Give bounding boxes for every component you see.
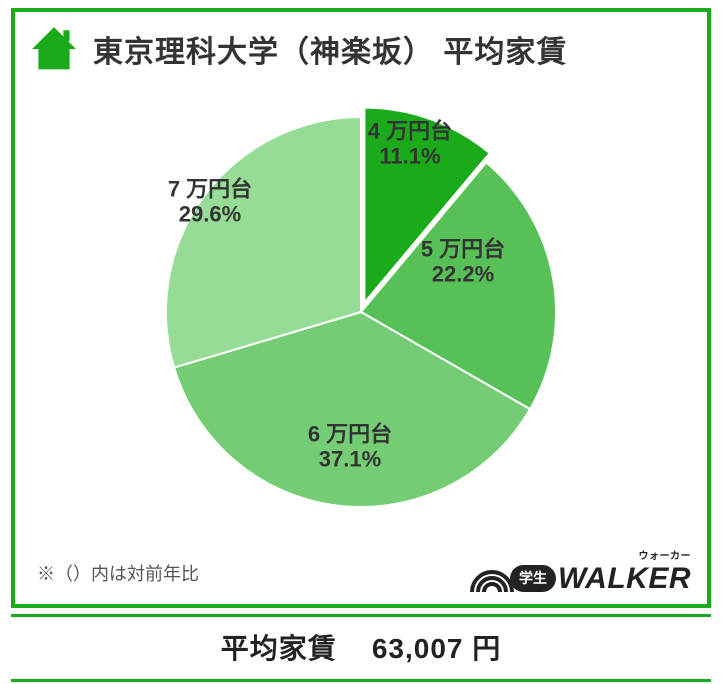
slice-label: 4 万円台11.1% [368,119,452,170]
brand-pill: 学生 [510,565,556,592]
summary-value: 63,007 円 [372,633,501,664]
brand-arc-icon [470,554,514,594]
summary-bar: 平均家賃 63,007 円 [11,614,711,682]
pie-chart: 4 万円台11.1% 5 万円台22.2% 6 万円台37.1% 7 万円台29.6% [15,82,707,522]
brand-ruby: ウォーカー [639,552,692,562]
card-header: 東京理科大学（神楽坂） 平均家賃 [15,12,707,82]
slice-label: 5 万円台22.2% [421,237,505,288]
slice-label: 7 万円台29.6% [168,177,252,228]
brand-logo: 学生 WALKER ウォーカー [470,554,691,594]
slice-label: 6 万円台37.1% [308,422,392,473]
summary-text: 平均家賃 63,007 円 [221,633,502,664]
card-title: 東京理科大学（神楽坂） 平均家賃 [93,27,567,71]
house-icon [29,24,79,74]
brand-word: WALKER ウォーカー [558,564,691,594]
chart-card: 東京理科大学（神楽坂） 平均家賃 4 万円台11.1% 5 万円台22.2% 6 万… [11,8,711,608]
footnote: ※（）内は対前年比 [37,560,199,586]
brand-word-text: WALKER [558,562,691,595]
summary-label: 平均家賃 [221,633,337,664]
